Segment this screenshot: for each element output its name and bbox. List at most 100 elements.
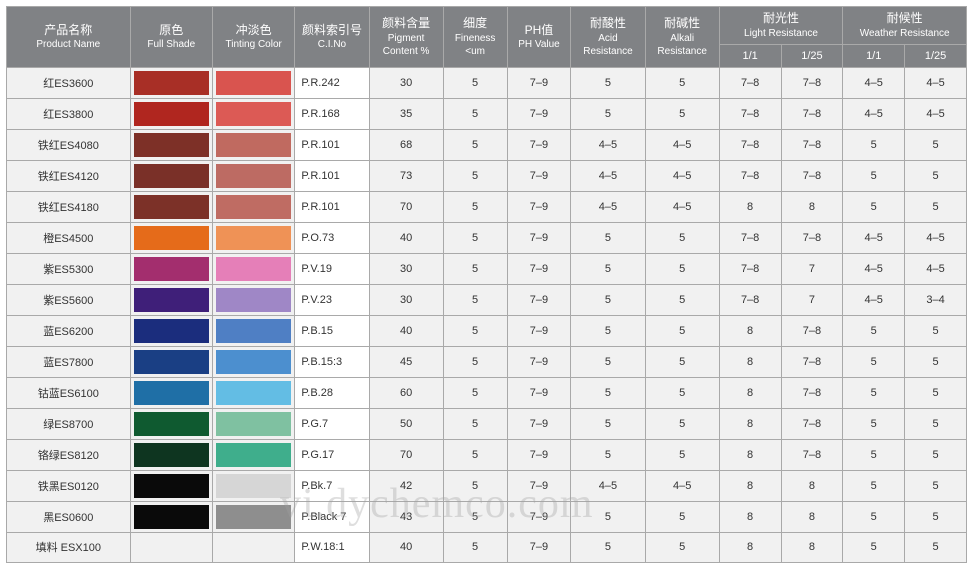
cell-weather-1: 5 [843,532,905,562]
cell-product: 黑ES0600 [7,501,131,532]
cell-full [130,315,212,346]
cell-ph: 7–9 [507,253,571,284]
cell-ci: P.V.19 [295,253,369,284]
cell-weather-1: 4–5 [843,98,905,129]
cell-tint [212,470,294,501]
table-header: 产品名称Product Name 原色Full Shade 冲淡色Tinting… [7,7,967,68]
cell-ph: 7–9 [507,377,571,408]
cell-tint [212,129,294,160]
full-shade-swatch [134,164,209,188]
cell-tint [212,160,294,191]
hdr-weather-1: 1/1 [843,44,905,67]
cell-alkali: 5 [645,439,719,470]
tint-shade-swatch [216,505,291,529]
hdr-light: 耐光性Light Resistance [719,7,843,45]
hdr-light-1: 1/1 [719,44,781,67]
cell-product: 填料 ESX100 [7,532,131,562]
cell-acid: 5 [571,67,645,98]
cell-ci: P.W.18:1 [295,532,369,562]
tint-shade-swatch [216,195,291,219]
cell-pigment: 40 [369,222,443,253]
cell-alkali: 4–5 [645,470,719,501]
cell-pigment: 70 [369,439,443,470]
cell-ci: P.R.168 [295,98,369,129]
hdr-tint: 冲淡色Tinting Color [212,7,294,68]
cell-acid: 5 [571,501,645,532]
cell-ci: P.G.7 [295,408,369,439]
cell-ph: 7–9 [507,315,571,346]
cell-light-1: 8 [719,346,781,377]
cell-fineness: 5 [443,191,507,222]
tint-shade-swatch [216,288,291,312]
full-shade-swatch [134,412,209,436]
full-shade-swatch [134,443,209,467]
cell-alkali: 5 [645,222,719,253]
cell-acid: 5 [571,439,645,470]
cell-acid: 4–5 [571,160,645,191]
cell-light-2: 7–8 [781,408,843,439]
cell-light-1: 8 [719,439,781,470]
hdr-alkali: 耐碱性Alkali Resistance [645,7,719,68]
full-shade-swatch [134,350,209,374]
cell-weather-2: 5 [905,470,967,501]
tint-shade-swatch [216,102,291,126]
hdr-pigment: 颜料含量Pigment Content % [369,7,443,68]
cell-fineness: 5 [443,532,507,562]
cell-full [130,222,212,253]
cell-ci: P.Black 7 [295,501,369,532]
full-shade-swatch [134,195,209,219]
cell-weather-2: 3–4 [905,284,967,315]
cell-fineness: 5 [443,129,507,160]
cell-acid: 5 [571,315,645,346]
full-shade-swatch [134,257,209,281]
cell-fineness: 5 [443,222,507,253]
cell-full [130,408,212,439]
cell-acid: 4–5 [571,191,645,222]
cell-ph: 7–9 [507,191,571,222]
cell-alkali: 5 [645,67,719,98]
table-row: 铬绿ES8120P.G.177057–95587–855 [7,439,967,470]
cell-weather-2: 5 [905,346,967,377]
cell-ph: 7–9 [507,160,571,191]
tint-shade-swatch [216,257,291,281]
cell-fineness: 5 [443,408,507,439]
cell-weather-1: 4–5 [843,284,905,315]
cell-alkali: 5 [645,98,719,129]
cell-alkali: 5 [645,408,719,439]
cell-pigment: 68 [369,129,443,160]
tint-shade-swatch [216,381,291,405]
cell-fineness: 5 [443,98,507,129]
cell-tint [212,284,294,315]
cell-light-1: 7–8 [719,160,781,191]
cell-full [130,191,212,222]
cell-full [130,439,212,470]
cell-full [130,67,212,98]
cell-alkali: 5 [645,284,719,315]
cell-weather-2: 5 [905,191,967,222]
cell-light-2: 7–8 [781,67,843,98]
full-shade-swatch [134,288,209,312]
cell-weather-1: 5 [843,129,905,160]
cell-acid: 4–5 [571,129,645,160]
table-row: 紫ES5600P.V.233057–9557–874–53–4 [7,284,967,315]
cell-full [130,346,212,377]
cell-ph: 7–9 [507,501,571,532]
cell-light-2: 7–8 [781,98,843,129]
cell-weather-2: 4–5 [905,98,967,129]
cell-ci: P.Bk.7 [295,470,369,501]
cell-ci: P.B.15 [295,315,369,346]
cell-weather-2: 5 [905,160,967,191]
cell-full [130,253,212,284]
hdr-ph: PH值PH Value [507,7,571,68]
cell-tint [212,532,294,562]
cell-weather-1: 4–5 [843,67,905,98]
cell-product: 蓝ES7800 [7,346,131,377]
cell-ci: P.R.242 [295,67,369,98]
cell-tint [212,222,294,253]
cell-pigment: 42 [369,470,443,501]
cell-weather-1: 4–5 [843,222,905,253]
tint-shade-swatch [216,164,291,188]
cell-alkali: 5 [645,501,719,532]
cell-weather-2: 5 [905,408,967,439]
cell-ci: P.R.101 [295,191,369,222]
